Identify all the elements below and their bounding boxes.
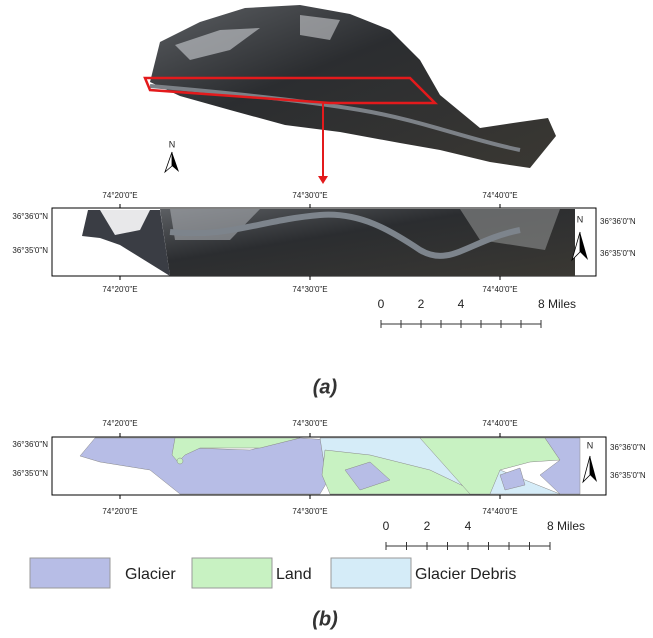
lon-label: 74°20'0"E xyxy=(102,285,137,294)
lon-label: 74°40'0"E xyxy=(482,191,517,200)
north-label: N xyxy=(577,214,584,224)
strip-image xyxy=(82,209,575,276)
lat-label: 36°36'0"N xyxy=(610,443,646,452)
legend-swatch xyxy=(331,558,411,588)
lon-label: 74°20'0"E xyxy=(102,191,137,200)
scale-label: 8 Miles xyxy=(547,519,585,533)
legend-label: Glacier Debris xyxy=(415,566,516,583)
lat-label: 36°36'0"N xyxy=(600,217,636,226)
legend-label: Land xyxy=(276,566,312,583)
scale-label: 4 xyxy=(465,519,472,533)
lat-label: 36°35'0"N xyxy=(12,469,48,478)
scale-label: 8 Miles xyxy=(538,297,576,311)
north-arrow xyxy=(165,152,179,172)
scale-label: 2 xyxy=(418,297,425,311)
scale-label: 2 xyxy=(424,519,431,533)
legend-label: Glacier xyxy=(125,566,176,583)
lat-label: 36°35'0"N xyxy=(610,471,646,480)
north-label: N xyxy=(587,440,594,450)
lat-label: 36°35'0"N xyxy=(12,246,48,255)
north-label: N xyxy=(169,139,176,149)
scale-label: 4 xyxy=(458,297,465,311)
lat-label: 36°36'0"N xyxy=(12,440,48,449)
watershed-image xyxy=(150,5,556,168)
scale-label: 0 xyxy=(378,297,385,311)
lon-label: 74°30'0"E xyxy=(292,191,327,200)
lon-label: 74°30'0"E xyxy=(292,285,327,294)
caption: (b) xyxy=(312,608,338,630)
lon-label: 74°40'0"E xyxy=(482,507,517,516)
extent-arrowhead xyxy=(318,176,328,184)
legend-swatch xyxy=(192,558,272,588)
page: {"panel_a": { "lon_labels_top": ["74°20'… xyxy=(0,0,653,633)
lat-label: 36°35'0"N xyxy=(600,249,636,258)
legend-swatch xyxy=(30,558,110,588)
lon-label: 74°40'0"E xyxy=(482,419,517,428)
lon-label: 74°30'0"E xyxy=(292,507,327,516)
lat-label: 36°36'0"N xyxy=(12,212,48,221)
lon-label: 74°20'0"E xyxy=(102,507,137,516)
lon-label: 74°30'0"E xyxy=(292,419,327,428)
scale-label: 0 xyxy=(383,519,390,533)
caption: (a) xyxy=(313,376,338,398)
lon-label: 74°20'0"E xyxy=(102,419,137,428)
lon-label: 74°40'0"E xyxy=(482,285,517,294)
figure: N N 74°20'0"E 74°20'0"E 74°30'0"E 74°30'0"E… xyxy=(0,0,653,633)
